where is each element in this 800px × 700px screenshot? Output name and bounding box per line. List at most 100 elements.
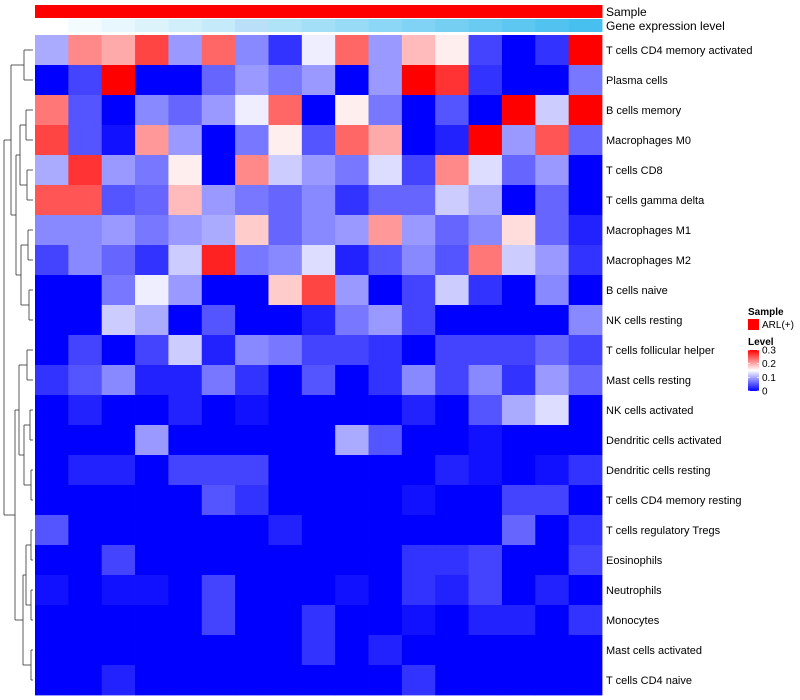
heatmap-cell: [501, 155, 536, 186]
heatmap-cell: [335, 665, 369, 696]
heatmap-cell: [168, 515, 203, 546]
heatmap-cell: [568, 515, 603, 546]
row-label: T cells CD8: [606, 165, 663, 177]
heatmap-cell: [335, 185, 369, 216]
heatmap-cell: [68, 635, 103, 666]
heatmap-cell: [401, 455, 436, 486]
heatmap-cell: [501, 665, 536, 696]
heatmap-cell: [268, 335, 303, 366]
heatmap-cell: [101, 95, 136, 126]
heatmap-cell: [435, 365, 469, 396]
heatmap-cell: [501, 395, 536, 426]
heatmap-cell: [101, 575, 136, 606]
heatmap-cell: [301, 425, 336, 456]
heatmap-cell: [335, 545, 369, 576]
heatmap-cell: [368, 305, 403, 336]
heatmap-cell: [401, 335, 436, 366]
heatmap-cell: [301, 575, 336, 606]
heatmap-cell: [135, 245, 169, 276]
heatmap-cell: [135, 305, 169, 336]
heatmap-cell: [535, 155, 570, 186]
heatmap-cell: [435, 305, 469, 336]
annotation-cell: [268, 19, 303, 32]
heatmap-cell: [201, 395, 236, 426]
heatmap-cell: [335, 605, 369, 636]
heatmap-cell: [168, 305, 203, 336]
heatmap-cell: [568, 545, 603, 576]
heatmap-cell: [401, 545, 436, 576]
heatmap-cell: [168, 455, 203, 486]
heatmap-cell: [368, 245, 403, 276]
heatmap-cell: [101, 635, 136, 666]
heatmap-cell: [35, 215, 69, 246]
heatmap-cell: [301, 335, 336, 366]
heatmap-cell: [135, 395, 169, 426]
heatmap-cell: [568, 275, 603, 306]
heatmap-cell: [335, 245, 369, 276]
heatmap-cell: [401, 515, 436, 546]
heatmap-cell: [535, 605, 570, 636]
annotation-cell: [401, 5, 436, 18]
heatmap-cell: [568, 95, 603, 126]
heatmap-cell: [235, 425, 269, 456]
heatmap-cell: [101, 185, 136, 216]
heatmap-cell: [301, 455, 336, 486]
heatmap-cell: [535, 275, 570, 306]
heatmap-cell: [168, 395, 203, 426]
heatmap-cell: [335, 485, 369, 516]
heatmap-cell: [535, 425, 570, 456]
heatmap-cell: [435, 395, 469, 426]
heatmap-cell: [468, 665, 503, 696]
heatmap-cell: [68, 95, 103, 126]
heatmap-cell: [301, 305, 336, 336]
heatmap-cell: [168, 545, 203, 576]
heatmap-cell: [101, 275, 136, 306]
heatmap-cell: [168, 665, 203, 696]
heatmap-cell: [435, 455, 469, 486]
heatmap-cell: [568, 35, 603, 66]
heatmap-cell: [568, 635, 603, 666]
heatmap-cell: [468, 185, 503, 216]
row-dendrogram: [3, 49, 33, 681]
annotation-cell: [135, 19, 169, 32]
heatmap-cell: [468, 515, 503, 546]
heatmap-cell: [401, 485, 436, 516]
heatmap-cell: [235, 65, 269, 96]
heatmap-cell: [201, 365, 236, 396]
heatmap-cell: [335, 515, 369, 546]
heatmap-cell: [568, 125, 603, 156]
heatmap-cell: [435, 245, 469, 276]
heatmap-cell: [501, 305, 536, 336]
heatmap-cell: [368, 365, 403, 396]
row-label: B cells memory: [606, 105, 682, 117]
heatmap-cell: [335, 35, 369, 66]
heatmap-cell: [368, 95, 403, 126]
heatmap-cell: [401, 65, 436, 96]
heatmap-cell: [101, 365, 136, 396]
heatmap-cell: [535, 635, 570, 666]
heatmap-cell: [301, 185, 336, 216]
heatmap-cell: [435, 185, 469, 216]
heatmap-cell: [401, 425, 436, 456]
annotation-cell: [335, 19, 370, 32]
heatmap-cell: [268, 35, 303, 66]
heatmap-cell: [568, 305, 603, 336]
heatmap-cell: [301, 605, 336, 636]
annotation-cell: [235, 5, 269, 18]
heatmap-cell: [368, 515, 403, 546]
heatmap-cell: [68, 305, 103, 336]
heatmap-cell: [501, 635, 536, 666]
heatmap-cell: [401, 305, 436, 336]
heatmap-cell: [535, 185, 570, 216]
heatmap-cell: [468, 155, 503, 186]
heatmap-cell: [68, 65, 103, 96]
heatmap-cell: [568, 65, 603, 96]
heatmap-cell: [335, 125, 369, 156]
heatmap-cell: [235, 545, 269, 576]
heatmap-cell: [435, 275, 469, 306]
heatmap-cell: [368, 545, 403, 576]
legend-tick-label: 0.3: [762, 346, 776, 357]
heatmap-cell: [235, 35, 269, 66]
heatmap-cell: [201, 635, 236, 666]
heatmap-cell: [201, 155, 236, 186]
